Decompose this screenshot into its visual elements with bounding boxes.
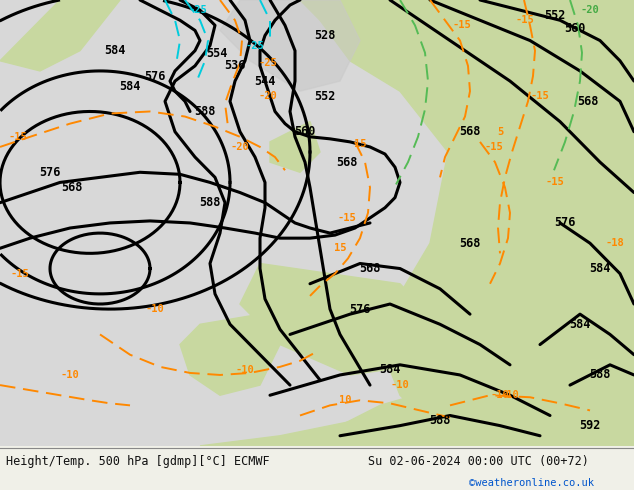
Text: 560: 560 bbox=[564, 22, 586, 35]
Polygon shape bbox=[270, 122, 320, 172]
Text: 584: 584 bbox=[569, 318, 591, 331]
Text: 576: 576 bbox=[554, 217, 576, 229]
Text: 15: 15 bbox=[333, 244, 346, 253]
Text: ©weatheronline.co.uk: ©weatheronline.co.uk bbox=[469, 478, 594, 489]
Text: -25: -25 bbox=[259, 58, 278, 68]
Text: -15: -15 bbox=[338, 213, 356, 223]
Polygon shape bbox=[200, 385, 634, 446]
Text: 592: 592 bbox=[579, 419, 600, 432]
Text: -20: -20 bbox=[231, 142, 249, 152]
Text: 576: 576 bbox=[145, 70, 165, 82]
Text: 544: 544 bbox=[254, 74, 276, 88]
Text: 554: 554 bbox=[206, 47, 228, 60]
Text: 588: 588 bbox=[590, 368, 611, 381]
Text: -10: -10 bbox=[491, 390, 509, 400]
Text: 568: 568 bbox=[359, 262, 380, 275]
Text: Su 02-06-2024 00:00 UTC (00+72): Su 02-06-2024 00:00 UTC (00+72) bbox=[368, 455, 588, 468]
Text: 584: 584 bbox=[105, 44, 126, 57]
Text: 552: 552 bbox=[545, 9, 566, 22]
Text: -15: -15 bbox=[531, 91, 550, 101]
Text: 576: 576 bbox=[39, 166, 61, 179]
Text: 588: 588 bbox=[194, 105, 216, 118]
Text: -15: -15 bbox=[453, 21, 471, 30]
Polygon shape bbox=[180, 314, 280, 395]
Polygon shape bbox=[0, 0, 120, 71]
Text: -15: -15 bbox=[484, 142, 503, 152]
Text: 528: 528 bbox=[314, 29, 335, 42]
Text: -15: -15 bbox=[546, 177, 564, 187]
Text: -10: -10 bbox=[391, 380, 410, 390]
Text: 15: 15 bbox=[354, 139, 366, 149]
Text: -20: -20 bbox=[581, 5, 599, 15]
Text: -15: -15 bbox=[11, 269, 29, 279]
Text: 10: 10 bbox=[339, 395, 351, 405]
Text: -10: -10 bbox=[146, 304, 164, 314]
Text: 568: 568 bbox=[336, 156, 358, 169]
Text: Height/Temp. 500 hPa [gdmp][°C] ECMWF: Height/Temp. 500 hPa [gdmp][°C] ECMWF bbox=[6, 455, 270, 468]
Text: -25: -25 bbox=[245, 41, 264, 50]
Text: 588: 588 bbox=[199, 196, 221, 209]
Text: -10: -10 bbox=[61, 370, 79, 380]
Text: -18: -18 bbox=[605, 238, 624, 248]
Polygon shape bbox=[300, 0, 634, 264]
Text: -20: -20 bbox=[259, 91, 278, 101]
Text: -10: -10 bbox=[236, 365, 254, 375]
Text: 568: 568 bbox=[459, 125, 481, 138]
Text: 588: 588 bbox=[429, 414, 451, 427]
Polygon shape bbox=[380, 0, 634, 446]
Text: 560: 560 bbox=[294, 125, 316, 138]
Text: -10: -10 bbox=[501, 390, 519, 400]
Text: 536: 536 bbox=[224, 59, 246, 73]
Text: 568: 568 bbox=[61, 181, 82, 194]
Text: -25: -25 bbox=[189, 5, 207, 15]
Text: -15: -15 bbox=[9, 132, 27, 142]
Text: 584: 584 bbox=[379, 364, 401, 376]
Text: 552: 552 bbox=[314, 90, 335, 103]
Polygon shape bbox=[220, 0, 360, 91]
Text: -15: -15 bbox=[515, 15, 534, 25]
Polygon shape bbox=[240, 264, 440, 375]
Text: 584: 584 bbox=[590, 262, 611, 275]
Polygon shape bbox=[300, 344, 634, 446]
Text: 576: 576 bbox=[349, 303, 371, 316]
Text: 568: 568 bbox=[578, 95, 598, 108]
Text: 568: 568 bbox=[459, 237, 481, 250]
Text: 5: 5 bbox=[497, 127, 503, 137]
Text: 584: 584 bbox=[119, 80, 141, 93]
Polygon shape bbox=[350, 0, 634, 122]
